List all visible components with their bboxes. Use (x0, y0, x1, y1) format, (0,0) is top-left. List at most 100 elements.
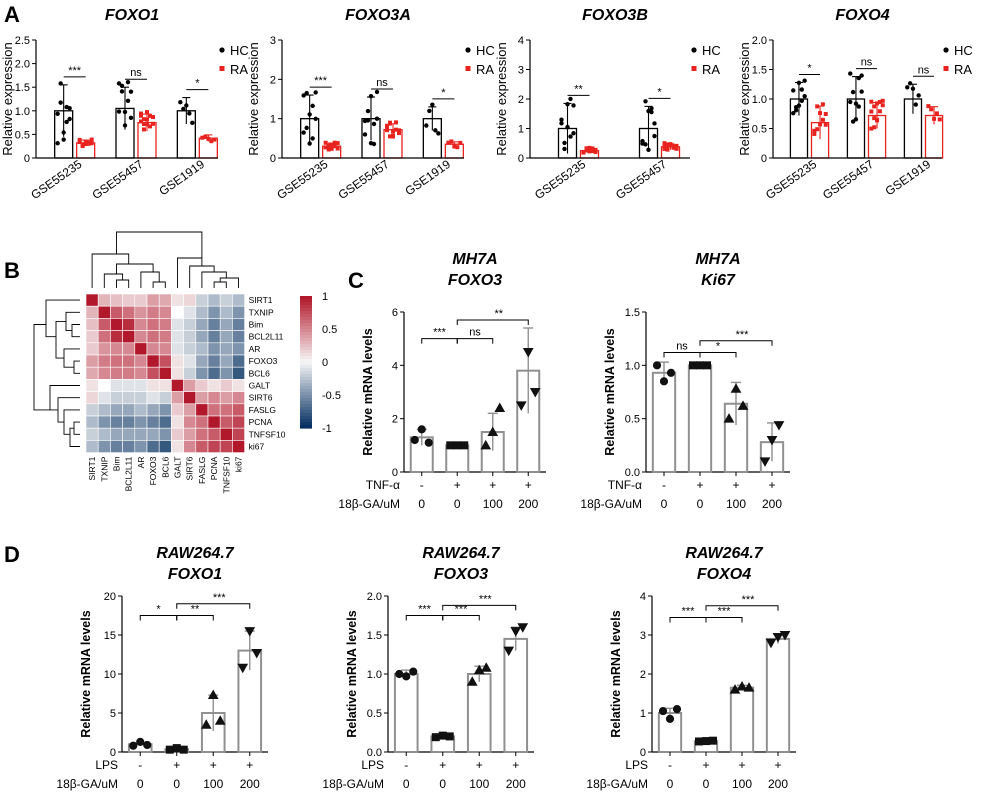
data-point (517, 623, 529, 633)
condition-value-2: 0 (403, 777, 410, 791)
heatmap-cell (207, 342, 221, 356)
data-point-ra (926, 104, 931, 109)
data-point-ra (584, 146, 589, 151)
y-axis-label: Relative mRNA levels (79, 610, 93, 737)
chart-title-gene: FOXO3 (434, 566, 488, 583)
data-point-ra (674, 146, 679, 151)
data-point-ra (151, 121, 155, 126)
heatmap-cell (195, 342, 209, 356)
data-point-ra (145, 122, 149, 127)
chart-title-cell-line: MH7A (695, 251, 740, 268)
heatmap-cell (122, 440, 136, 453)
heatmap-cell (146, 403, 160, 417)
heatmap-cell (158, 403, 172, 417)
data-point-hc (433, 128, 438, 133)
heatmap-cell (232, 415, 245, 429)
col-dendrogram (177, 257, 203, 288)
heatmap-row-label: GALT (249, 381, 271, 391)
x-category-label: GSE55457 (613, 157, 669, 202)
heatmap-cell (85, 330, 99, 344)
condition-value-1: - (420, 478, 424, 492)
data-point (409, 667, 418, 676)
data-point-ra (587, 145, 592, 150)
sig-label: ** (574, 83, 583, 95)
heatmap-cell (97, 318, 111, 331)
y-tick-label: 1 (640, 708, 646, 720)
colorbar-segment (300, 416, 312, 420)
colorbar-tick-label: -1 (322, 423, 332, 435)
data-point (460, 441, 469, 450)
heatmap-row-label: FOXO3 (249, 356, 278, 366)
heatmap-cell (232, 354, 245, 368)
heatmap-cell (146, 330, 160, 344)
data-point-ra (587, 149, 592, 154)
data-point-ra (820, 117, 825, 122)
condition-value-1: + (774, 758, 781, 772)
data-point-ra (665, 142, 670, 147)
heatmap-cell (146, 379, 160, 392)
data-point-hc (184, 103, 189, 108)
heatmap-cell (232, 293, 245, 307)
sig-label: ns (676, 341, 688, 353)
data-point-hc (310, 103, 315, 109)
y-tick-label: 2.0 (15, 59, 30, 71)
condition-value-2: 0 (667, 777, 674, 791)
y-tick-label: 2 (640, 669, 646, 681)
data-point-hc (848, 71, 853, 76)
heatmap-cell (122, 342, 136, 356)
condition-label-2: 18β-GA/uM (580, 497, 642, 511)
heatmap-cell (85, 318, 99, 331)
heatmap-cell (146, 391, 160, 405)
data-point-ra (388, 120, 392, 125)
data-point-hc (859, 89, 864, 94)
heatmap-cell (134, 305, 148, 319)
data-point-ra (872, 116, 877, 121)
heatmap-cell (219, 403, 233, 417)
heatmap-col-label: ki67 (234, 456, 244, 472)
heatmap-row-label: TNFSF10 (249, 429, 286, 439)
heatmap-cell (207, 318, 221, 331)
heatmap-row-label: FASLG (249, 405, 276, 415)
data-point-ra (326, 143, 331, 148)
data-point-ra (145, 110, 149, 115)
y-tick-label: 0 (110, 747, 116, 759)
condition-label-1: LPS (95, 758, 118, 772)
condition-value-2: 100 (726, 497, 746, 511)
data-point-ra (83, 142, 88, 147)
data-point (773, 421, 785, 431)
heatmap-cell (195, 293, 209, 307)
data-point (702, 737, 710, 746)
heatmap-cell (134, 366, 148, 380)
heatmap-cell (158, 318, 172, 331)
x-category-label: GSE55235 (532, 157, 588, 202)
data-point-hc (796, 80, 802, 85)
data-point-hc (307, 112, 312, 117)
sig-label: ** (494, 308, 503, 320)
heatmap-cell (97, 427, 111, 441)
data-point-hc (307, 141, 312, 146)
heatmap-cell (146, 354, 160, 368)
chart-title-cell-line: RAW264.7 (156, 545, 234, 562)
y-axis-label: Relative expression (0, 42, 15, 155)
data-point-ra (145, 117, 149, 122)
heatmap-cell (97, 330, 111, 344)
heatmap-cell (110, 318, 123, 331)
sig-bracket (699, 340, 773, 346)
data-point-ra (590, 146, 595, 151)
x-category-label: GSE1919 (883, 157, 934, 199)
sig-bracket (421, 338, 458, 344)
row-dendrogram (63, 348, 80, 368)
data-point-ra (812, 128, 817, 133)
heatmap-cell (158, 330, 172, 344)
condition-value-1: + (210, 758, 217, 772)
sig-bracket (456, 338, 494, 344)
heatmap-cell (195, 318, 209, 331)
data-point-hc (649, 109, 654, 115)
colorbar-segment (300, 314, 312, 318)
legend-hc-marker (943, 47, 949, 53)
x-category-label: GSE1919 (402, 157, 453, 199)
data-point (431, 733, 440, 742)
colorbar-segment (300, 305, 312, 309)
sig-label: * (441, 87, 446, 99)
